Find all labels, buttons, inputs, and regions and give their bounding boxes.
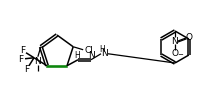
Text: F: F xyxy=(25,65,30,74)
Text: N: N xyxy=(172,36,178,46)
Text: N: N xyxy=(89,51,95,60)
Text: F: F xyxy=(18,55,24,64)
Text: F: F xyxy=(21,46,26,55)
Text: Cl: Cl xyxy=(85,46,94,55)
Text: H: H xyxy=(74,51,80,60)
Text: N: N xyxy=(34,57,41,66)
Text: O: O xyxy=(171,50,179,58)
Text: O: O xyxy=(185,32,192,42)
Text: −: − xyxy=(177,52,183,58)
Text: H: H xyxy=(99,45,105,54)
Text: N: N xyxy=(102,49,108,58)
